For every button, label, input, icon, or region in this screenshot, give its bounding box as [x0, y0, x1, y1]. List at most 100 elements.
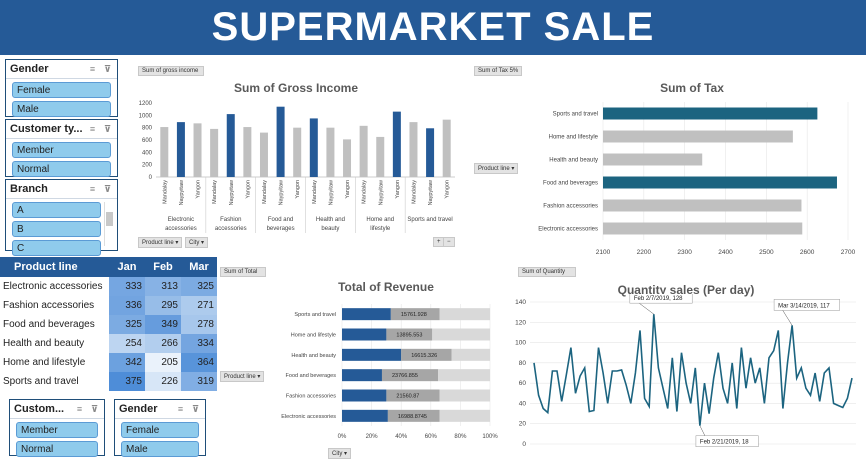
- slicer-item-male[interactable]: Male: [121, 441, 199, 457]
- field-button-product-line[interactable]: Product line ▾: [220, 371, 265, 382]
- table-cell: 278: [181, 315, 217, 334]
- col-header-product-line[interactable]: Product line: [0, 257, 109, 277]
- city-label: Naypyitaw: [428, 180, 434, 205]
- pivot-table: Product line Jan Feb Mar Electronic acce…: [0, 257, 217, 391]
- x-tick-label: 2500: [759, 249, 774, 256]
- slicer-item-member[interactable]: Member: [16, 422, 98, 438]
- gross-income-chart: 0 200 400 600 800 1000 1200 Mandalay Naypyitaw Ya…: [139, 101, 455, 233]
- city-label: Naypyitaw: [179, 180, 185, 205]
- city-label: Yangon: [445, 180, 451, 199]
- clear-filter-icon[interactable]: ⊽: [191, 403, 200, 414]
- table-cell: 375: [109, 372, 145, 391]
- field-button-product-line[interactable]: Product line ▾: [138, 237, 183, 248]
- field-button-city[interactable]: City ▾: [328, 448, 352, 459]
- category-label: accessories: [165, 226, 197, 232]
- row-label[interactable]: Electronic accessories: [3, 281, 103, 292]
- slicer-item-normal[interactable]: Normal: [12, 161, 111, 177]
- gender-slicer[interactable]: Gender ≡ ⊽ Female Male: [5, 59, 118, 117]
- quantity-chart: 0 20 40 60 80 100 120 140 Feb 2/7/2019, 128 Mar 3…: [515, 294, 856, 448]
- category-label: Health and beauty: [291, 353, 336, 359]
- x-tick-label: 2700: [841, 249, 856, 256]
- slicer-item-female[interactable]: Female: [12, 82, 111, 98]
- tax-title: Sum of Tax: [660, 81, 724, 95]
- table-cell: 271: [181, 296, 217, 315]
- x-tick-label: 20%: [366, 434, 379, 440]
- table-row: Food and beverages 325 349 278: [0, 315, 217, 334]
- slicer-item-c[interactable]: C: [12, 240, 101, 256]
- branch-slicer[interactable]: Branch ≡ ⊽ A B C: [5, 179, 118, 256]
- collapse-button[interactable]: −: [443, 237, 455, 247]
- row-label[interactable]: Food and beverages: [3, 319, 95, 330]
- row-label[interactable]: Fashion accessories: [3, 300, 95, 311]
- table-cell: 319: [181, 372, 217, 391]
- field-button-quantity[interactable]: Sum of Quantity: [518, 267, 576, 277]
- x-tick-label: 60%: [425, 434, 438, 440]
- annotation-label: Feb 2/7/2019, 128: [634, 296, 683, 302]
- bar: [603, 222, 803, 235]
- clear-filter-icon[interactable]: ⊽: [103, 123, 112, 134]
- field-button-city[interactable]: City ▾: [185, 237, 209, 248]
- clear-filter-icon[interactable]: ⊽: [103, 63, 112, 74]
- bar: [603, 176, 837, 189]
- bar: [603, 199, 802, 212]
- slicer-item-female[interactable]: Female: [121, 422, 199, 438]
- category-label: Sports and travel: [553, 112, 598, 118]
- col-header-jan[interactable]: Jan: [109, 257, 145, 277]
- row-label[interactable]: Health and beauty: [3, 338, 85, 349]
- field-button-gross-income[interactable]: Sum of gross income: [138, 66, 204, 76]
- bar: [376, 136, 385, 177]
- slicer-scrollbar[interactable]: [104, 202, 114, 246]
- bar: [359, 125, 368, 177]
- category-label: Home and lifestyle: [291, 333, 336, 339]
- x-tick-label: 2200: [637, 249, 652, 256]
- bar: [176, 122, 185, 177]
- row-label[interactable]: Home and lifestyle: [3, 357, 86, 368]
- multi-select-icon[interactable]: ≡: [89, 63, 96, 74]
- slicer-item-male[interactable]: Male: [12, 101, 111, 117]
- multi-select-icon[interactable]: ≡: [76, 403, 83, 414]
- customer-type-slicer[interactable]: Customer ty... ≡ ⊽ Member Normal: [5, 119, 118, 177]
- table-cell: 364: [181, 353, 217, 372]
- annotation-leader: [637, 301, 654, 315]
- table-cell: 342: [109, 353, 145, 372]
- bar: [160, 127, 169, 177]
- multi-select-icon[interactable]: ≡: [177, 403, 184, 414]
- city-label: Mandalay: [262, 180, 268, 204]
- data-label: 23766.855: [392, 373, 418, 379]
- multi-select-icon[interactable]: ≡: [89, 123, 96, 134]
- slicer-item-a[interactable]: A: [12, 202, 101, 218]
- revenue-chart: 0% 20% 40% 60% 80% 100% Sports and travel 15761…: [281, 304, 498, 440]
- series-line: [533, 314, 853, 426]
- slicer-item-normal[interactable]: Normal: [16, 441, 98, 457]
- table-cell: 333: [109, 277, 145, 296]
- bar-segment: [386, 328, 433, 341]
- city-label: Yangon: [295, 180, 301, 199]
- x-tick-label: 2400: [718, 249, 733, 256]
- table-cell: 295: [145, 296, 181, 315]
- gross-income-title: Sum of Gross Income: [233, 81, 359, 95]
- x-tick-label: 80%: [454, 434, 467, 440]
- col-header-mar[interactable]: Mar: [181, 257, 217, 277]
- category-label: lifestyle: [370, 226, 391, 232]
- data-label: 16615.326: [411, 353, 437, 359]
- row-label[interactable]: Sports and travel: [3, 376, 79, 387]
- field-button-tax[interactable]: Sum of Tax 5%: [474, 66, 522, 76]
- col-header-feb[interactable]: Feb: [145, 257, 181, 277]
- field-button-product-line[interactable]: Product line ▾: [474, 163, 519, 174]
- slicer-item-member[interactable]: Member: [12, 142, 111, 158]
- bar-segment: [439, 308, 490, 321]
- category-label: Electronic accessories: [281, 414, 336, 420]
- bar: [326, 127, 335, 177]
- annotation-box: [773, 299, 840, 311]
- slicer-item-b[interactable]: B: [12, 221, 101, 237]
- multi-select-icon[interactable]: ≡: [89, 183, 96, 194]
- clear-filter-icon[interactable]: ⊽: [90, 403, 99, 414]
- x-tick-label: 2100: [596, 249, 611, 256]
- gender-slicer-bottom[interactable]: Gender ≡ ⊽ Female Male: [114, 399, 206, 457]
- clear-filter-icon[interactable]: ⊽: [103, 183, 112, 194]
- table-cell: 325: [109, 315, 145, 334]
- table-cell: 325: [181, 277, 217, 296]
- y-tick-label: 20: [519, 421, 527, 428]
- customer-slicer-bottom[interactable]: Custom... ≡ ⊽ Member Normal: [9, 399, 105, 457]
- field-button-total[interactable]: Sum of Total: [220, 267, 266, 277]
